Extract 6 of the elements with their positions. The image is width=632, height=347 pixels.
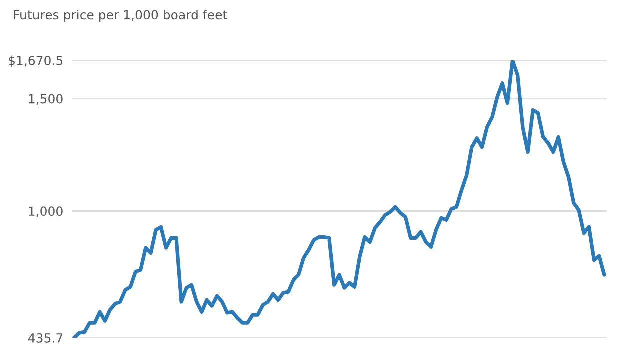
y-tick-label: 435.7 (28, 333, 63, 343)
y-tick-label: 1,500 (29, 94, 63, 106)
y-tick-label: $1,670.5 (9, 56, 63, 68)
chart-title: Futures price per 1,000 board feet (14, 10, 228, 22)
line-series (72, 60, 606, 338)
y-tick-label: 1,000 (29, 206, 63, 218)
